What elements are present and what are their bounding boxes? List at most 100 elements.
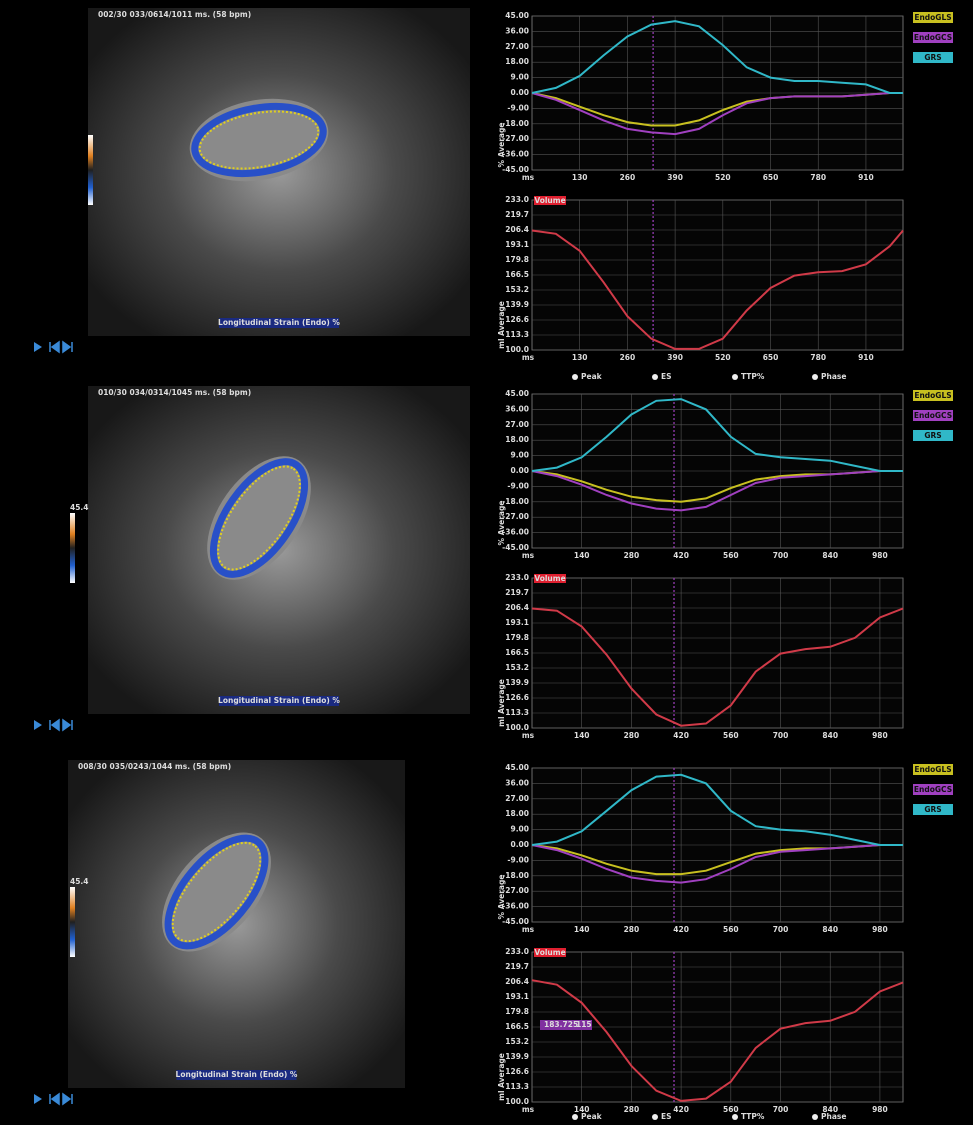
x-tick-label: 700 xyxy=(773,731,789,740)
y-tick-label: 193.1 xyxy=(505,618,529,627)
y-tick-label: 153.2 xyxy=(505,1037,529,1046)
y-tick-label: 233.0 xyxy=(505,573,529,582)
image-header: 010/30 034/0314/1045 ms. (58 bpm) xyxy=(98,388,251,397)
y-tick-label: 27.00 xyxy=(505,794,529,803)
y-axis-label: % Average xyxy=(497,501,506,546)
y-tick-label: -18.00 xyxy=(502,497,529,506)
x-unit: ms xyxy=(522,173,535,182)
legend-label: EndoGCS xyxy=(914,411,952,420)
marker-dot xyxy=(572,1114,578,1120)
x-tick-label: 650 xyxy=(763,353,779,362)
mri-image: Longitudinal Strain (Endo) %002/30 033/0… xyxy=(88,8,470,336)
y-tick-label: -27.00 xyxy=(502,886,529,895)
y-tick-label: 219.7 xyxy=(505,210,529,219)
tooltip-text: 115 xyxy=(576,1020,592,1029)
x-unit: ms xyxy=(522,551,535,560)
rewind-button xyxy=(50,1094,59,1104)
marker-label: Peak xyxy=(581,372,603,381)
play-button xyxy=(34,720,42,730)
y-tick-label: -9.00 xyxy=(507,855,529,864)
x-tick-label: 780 xyxy=(810,173,826,182)
y-tick-label: -36.00 xyxy=(502,150,529,159)
y-tick-label: 166.5 xyxy=(505,648,529,657)
y-tick-label: 139.9 xyxy=(505,1052,529,1061)
x-tick-label: 700 xyxy=(773,551,789,560)
y-tick-label: 126.6 xyxy=(505,693,529,702)
marker-dot xyxy=(732,374,738,380)
y-tick-label: 219.7 xyxy=(505,962,529,971)
forward-button xyxy=(63,342,72,352)
image-caption: Longitudinal Strain (Endo) % xyxy=(218,318,340,327)
y-tick-label: 36.00 xyxy=(505,26,529,35)
y-axis-label: % Average xyxy=(497,875,506,920)
y-tick-label: 9.00 xyxy=(510,451,529,460)
y-tick-label: -27.00 xyxy=(502,512,529,521)
x-tick-label: 980 xyxy=(872,1105,888,1114)
marker-label: Peak xyxy=(581,1112,603,1121)
marker-label: TTP% xyxy=(741,372,765,381)
y-tick-label: 45.00 xyxy=(505,763,529,772)
y-tick-label: -36.00 xyxy=(502,528,529,537)
forward-button xyxy=(63,1094,72,1104)
marker-dot xyxy=(812,374,818,380)
image-header: 008/30 035/0243/1044 ms. (58 bpm) xyxy=(78,762,231,771)
x-tick-label: 390 xyxy=(667,173,683,182)
y-tick-label: -27.00 xyxy=(502,134,529,143)
x-tick-label: 140 xyxy=(574,731,590,740)
marker-dot xyxy=(812,1114,818,1120)
y-tick-label: -9.00 xyxy=(507,103,529,112)
legend-label: EndoGCS xyxy=(914,785,952,794)
play-button xyxy=(34,1094,42,1104)
x-tick-label: 280 xyxy=(624,731,640,740)
y-axis-label: % Average xyxy=(497,123,506,168)
x-tick-label: 260 xyxy=(620,173,636,182)
y-tick-label: 0.00 xyxy=(510,88,529,97)
legend-label: GRS xyxy=(924,431,941,440)
y-tick-label: 45.00 xyxy=(505,11,529,20)
marker-dot xyxy=(652,1114,658,1120)
y-tick-label: 113.3 xyxy=(505,1082,529,1091)
y-tick-label: 219.7 xyxy=(505,588,529,597)
y-tick-label: 179.8 xyxy=(505,255,529,264)
x-unit: ms xyxy=(522,1105,535,1114)
colorbar xyxy=(88,135,93,205)
x-tick-label: 560 xyxy=(723,551,739,560)
x-tick-label: 910 xyxy=(858,353,874,362)
x-tick-label: 420 xyxy=(673,551,689,560)
x-tick-label: 780 xyxy=(810,353,826,362)
colorbar-label: 45.4 xyxy=(70,503,89,512)
mri-image: Longitudinal Strain (Endo) % 010/30 034/0… xyxy=(88,386,470,714)
x-unit: ms xyxy=(522,731,535,740)
y-tick-label: 113.3 xyxy=(505,708,529,717)
legend-label: EndoGCS xyxy=(914,33,952,42)
y-axis-label: ml Average xyxy=(497,1053,506,1101)
y-tick-label: 36.00 xyxy=(505,404,529,413)
y-tick-label: 18.00 xyxy=(505,435,529,444)
marker-dot xyxy=(732,1114,738,1120)
x-tick-label: 560 xyxy=(723,731,739,740)
x-tick-label: 280 xyxy=(624,551,640,560)
x-tick-label: 840 xyxy=(822,551,838,560)
y-tick-label: -9.00 xyxy=(507,481,529,490)
y-tick-label: 18.00 xyxy=(505,809,529,818)
y-tick-label: 27.00 xyxy=(505,42,529,51)
y-tick-label: 139.9 xyxy=(505,300,529,309)
colorbar xyxy=(70,513,75,583)
y-tick-label: 113.3 xyxy=(505,330,529,339)
x-tick-label: 840 xyxy=(822,925,838,934)
image-caption: Longitudinal Strain (Endo) % xyxy=(218,696,340,705)
tooltip-text: 183.725 xyxy=(544,1020,578,1029)
legend-label: GRS xyxy=(924,53,941,62)
x-tick-label: 910 xyxy=(858,173,874,182)
x-tick-label: 650 xyxy=(763,173,779,182)
y-tick-label: 179.8 xyxy=(505,633,529,642)
marker-label: ES xyxy=(661,1112,672,1121)
colorbar xyxy=(70,887,75,957)
y-tick-label: -18.00 xyxy=(502,871,529,880)
y-tick-label: 206.4 xyxy=(505,603,529,612)
y-tick-label: 179.8 xyxy=(505,1007,529,1016)
x-unit: ms xyxy=(522,353,535,362)
y-tick-label: 193.1 xyxy=(505,992,529,1001)
volume-tag: Volume xyxy=(534,196,565,205)
x-tick-label: 140 xyxy=(574,551,590,560)
